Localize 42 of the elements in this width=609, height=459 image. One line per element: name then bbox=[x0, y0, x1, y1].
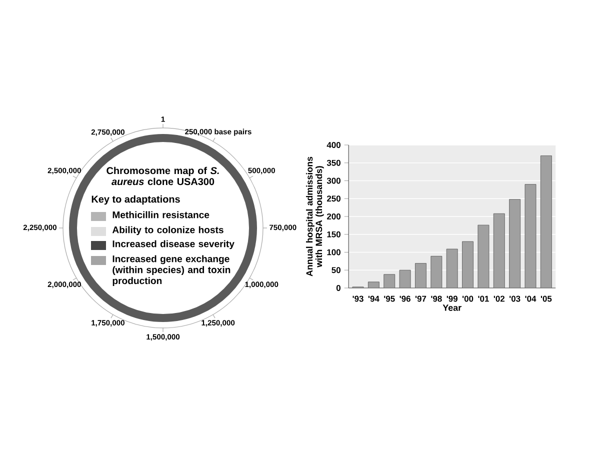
x-tick-label: '99 bbox=[446, 296, 458, 302]
y-tick-label: 400 bbox=[326, 142, 340, 148]
bar bbox=[399, 270, 411, 288]
x-tick-label: '05 bbox=[540, 296, 552, 302]
category-label: Increased disease severity bbox=[112, 240, 234, 250]
bar bbox=[509, 199, 521, 288]
bar bbox=[524, 184, 536, 288]
y-tick-label: 250 bbox=[326, 196, 340, 202]
x-tick-label: '00 bbox=[462, 296, 474, 302]
x-tick-label: '02 bbox=[494, 296, 505, 302]
chart-title: Chromosome map of S. aureus clone USA300 bbox=[106, 166, 219, 186]
bar bbox=[384, 274, 396, 288]
bar bbox=[540, 156, 552, 288]
y-tick-label: 150 bbox=[327, 231, 340, 238]
x-tick-label: '93 bbox=[352, 296, 364, 302]
bar bbox=[446, 248, 458, 288]
x-tick-label: '98 bbox=[431, 296, 442, 302]
x-tick-label: '03 bbox=[510, 296, 520, 302]
category-label: Methicillin resistance bbox=[112, 211, 210, 218]
x-tick-label: '94 bbox=[368, 296, 380, 302]
bar bbox=[493, 213, 505, 288]
category-label: Ability to colonize hosts bbox=[112, 226, 224, 236]
bar bbox=[430, 256, 442, 288]
bar bbox=[368, 282, 380, 288]
y-tick-label: 100 bbox=[327, 249, 340, 256]
y-axis-title: Annual hospital admissions with MRSA (thousands) bbox=[306, 156, 324, 276]
y-tick-label: 200 bbox=[326, 213, 340, 220]
y-tick-label: 50 bbox=[332, 267, 340, 274]
x-tick-label: '96 bbox=[400, 296, 410, 302]
bar bbox=[478, 224, 490, 288]
y-tick-label: 350 bbox=[326, 160, 340, 166]
bar bbox=[462, 241, 474, 288]
x-tick-label: '01 bbox=[478, 296, 489, 302]
y-tick-label: 0 bbox=[336, 284, 340, 291]
x-tick-label: '97 bbox=[415, 296, 426, 302]
x-tick-label: '95 bbox=[384, 296, 395, 302]
legend-title: Key to adaptations bbox=[92, 195, 180, 205]
x-tick-label: '04 bbox=[525, 296, 536, 302]
y-tick-label: 300 bbox=[326, 178, 340, 184]
x-axis-title: Year bbox=[442, 304, 462, 311]
bar bbox=[415, 263, 426, 288]
category-label: Increased gene exchange (within species) and toxin production bbox=[112, 255, 230, 286]
